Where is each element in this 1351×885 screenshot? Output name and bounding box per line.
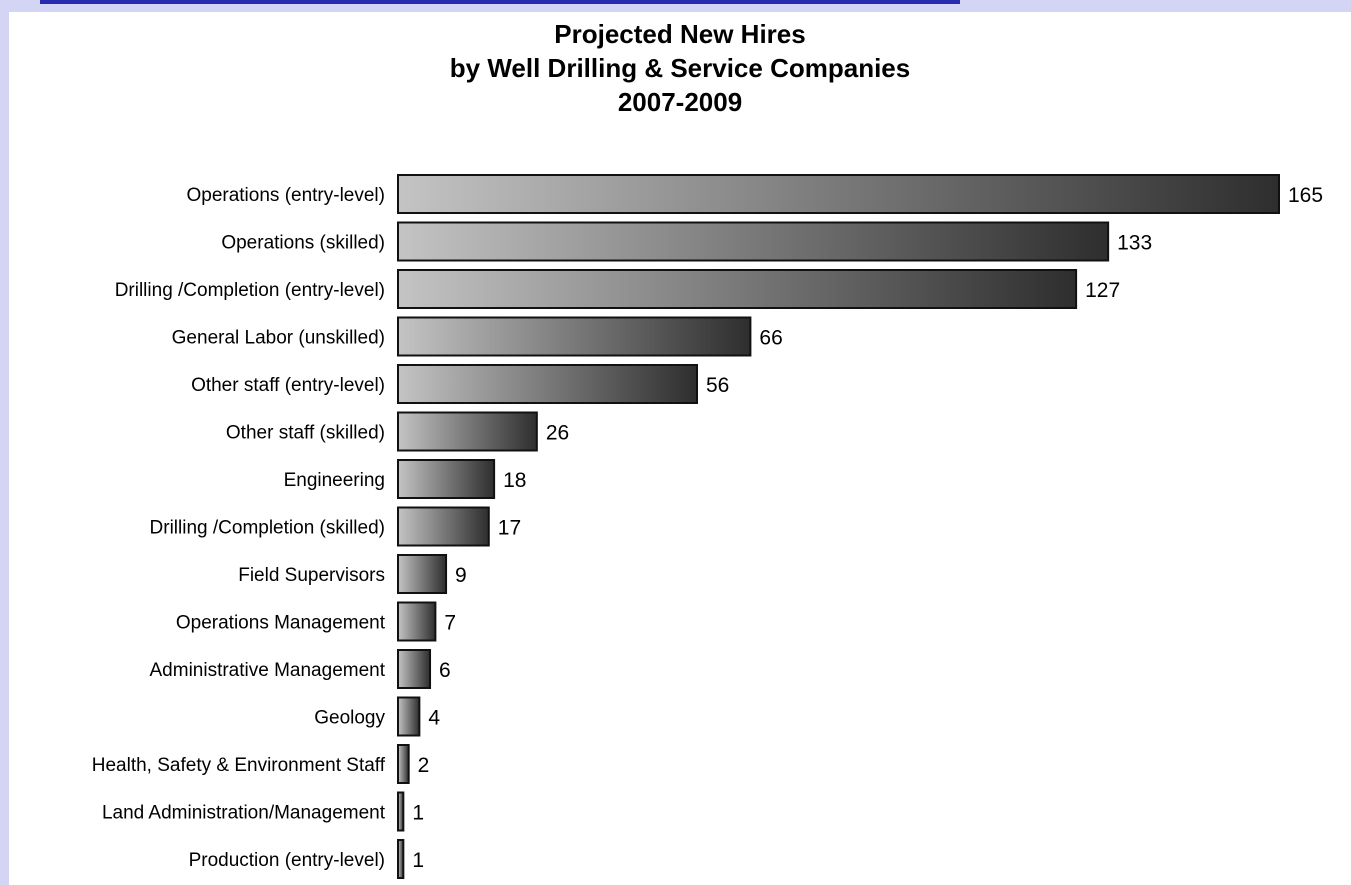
bar: [397, 174, 1280, 214]
bar: [397, 744, 410, 784]
category-label: Health, Safety & Environment Staff: [92, 755, 386, 776]
bar: [397, 601, 437, 642]
category-label: Operations (entry-level): [186, 185, 385, 206]
category-label: Land Administration/Management: [102, 803, 386, 824]
chart-title-line-1: Projected New Hires: [554, 19, 806, 49]
bar: [397, 696, 421, 737]
value-label: 1: [412, 802, 424, 825]
category-label: General Labor (unskilled): [172, 328, 385, 349]
value-label: 6: [439, 659, 451, 682]
value-label: 17: [498, 517, 521, 540]
chart-title-line-3: 2007-2009: [617, 87, 743, 117]
category-label: Operations (skilled): [221, 233, 385, 254]
value-label: 165: [1288, 184, 1323, 207]
value-label: 127: [1085, 279, 1120, 302]
category-label: Geology: [314, 708, 385, 729]
value-label: 2: [418, 754, 430, 777]
value-label: 133: [1117, 232, 1152, 255]
value-label: 4: [428, 707, 440, 730]
value-label: 9: [455, 564, 467, 587]
bar: [397, 791, 405, 832]
value-label: 66: [759, 327, 782, 350]
bar: [397, 554, 448, 594]
value-label: 56: [706, 374, 729, 397]
bar: [397, 506, 490, 547]
slide-frame-left: [0, 0, 9, 885]
category-label: Engineering: [284, 470, 385, 491]
category-label: Drilling /Completion (skilled): [150, 518, 385, 539]
chart-title: Projected New Hires by Well Drilling & S…: [280, 17, 1080, 119]
slide-frame-top: [0, 0, 1351, 12]
chart-title-line-2: by Well Drilling & Service Companies: [449, 53, 911, 83]
value-label: 18: [503, 469, 526, 492]
bar: [397, 364, 699, 404]
bar: [397, 649, 432, 689]
bar: [397, 459, 496, 499]
bar: [397, 221, 1110, 262]
category-label: Drilling /Completion (entry-level): [115, 280, 385, 301]
category-label: Other staff (entry-level): [191, 375, 385, 396]
category-label: Operations Management: [176, 613, 386, 634]
bar: [397, 839, 405, 879]
bar: [397, 269, 1078, 309]
value-label: 26: [546, 422, 569, 445]
slide-title-remnant: [40, 0, 960, 4]
category-label: Field Supervisors: [238, 565, 385, 586]
bar: [397, 411, 538, 452]
bar: [397, 316, 752, 357]
value-label: 1: [412, 849, 424, 872]
category-label: Administrative Management: [150, 660, 386, 681]
value-label: 7: [444, 612, 456, 635]
category-label: Other staff (skilled): [226, 423, 385, 444]
category-label: Production (entry-level): [189, 850, 385, 871]
